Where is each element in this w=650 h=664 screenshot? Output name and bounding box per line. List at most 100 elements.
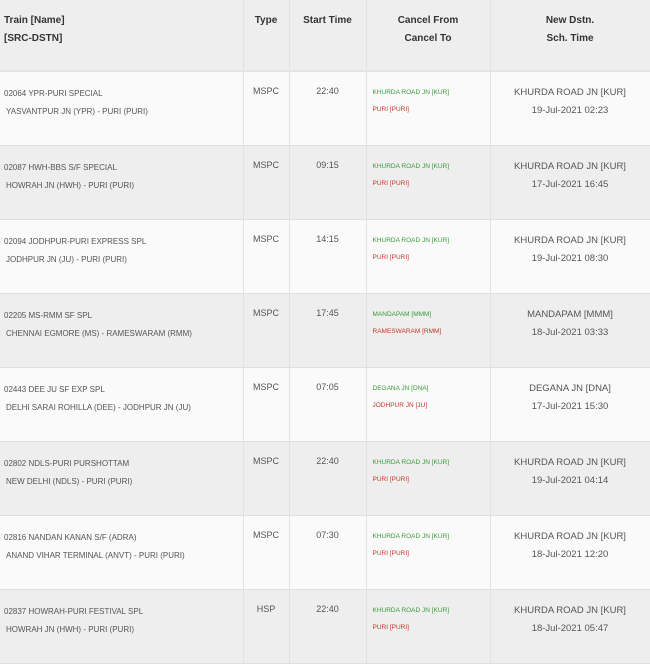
train-cell: 02443 DEE JU SF EXP SPL DELHI SARAI ROHIL… [0,367,244,442]
start-time: 09:15 [289,145,367,220]
header-start-time: Start Time [289,0,367,72]
cancel-to: PURI [PURI] [372,106,409,113]
train-route: YASVANTPUR JN (YPR) - PURI (PURI) [6,107,148,116]
header-sch-time: Sch. Time [546,33,594,44]
train-name: 02064 YPR-PURI SPECIAL [4,89,103,98]
header-train: Train [Name] [SRC-DSTN] [0,0,244,72]
new-destination: KHURDA ROAD JN [KUR] [514,87,626,98]
train-route: JODHPUR JN (JU) - PURI (PURI) [6,255,127,264]
header-cancel-to: Cancel To [404,33,452,44]
train-route: HOWRAH JN (HWH) - PURI (PURI) [6,181,134,190]
scheduled-time: 19-Jul-2021 08:30 [531,253,609,264]
cancel-cell: KHURDA ROAD JN [KUR] PURI [PURI] [366,441,491,516]
cancel-to: PURI [PURI] [372,624,409,631]
scheduled-time: 17-Jul-2021 15:30 [531,401,609,412]
new-destination: MANDAPAM [MMM] [527,309,613,320]
header-train-name: Train [Name] [4,15,65,26]
new-dstn-cell: KHURDA ROAD JN [KUR] 19-Jul-2021 02:23 [490,71,650,146]
train-cell: 02094 JODHPUR-PURI EXPRESS SPL JODHPUR JN… [0,219,244,294]
start-time: 22:40 [289,71,367,146]
cancel-to: JODHPUR JN [JU] [372,402,428,409]
train-name: 02087 HWH-BBS S/F SPECIAL [4,163,117,172]
train-type: MSPC [243,367,290,442]
train-type: MSPC [243,219,290,294]
cancel-from: KHURDA ROAD JN [KUR] [372,237,450,244]
train-cell: 02816 NANDAN KANAN S/F (ADRA) ANAND VIHAR… [0,515,244,590]
start-time: 14:15 [289,219,367,294]
cancel-from: KHURDA ROAD JN [KUR] [372,89,450,96]
new-dstn-cell: KHURDA ROAD JN [KUR] 17-Jul-2021 16:45 [490,145,650,220]
cancel-from: KHURDA ROAD JN [KUR] [372,459,450,466]
train-route: NEW DELHI (NDLS) - PURI (PURI) [6,477,133,486]
new-dstn-cell: KHURDA ROAD JN [KUR] 18-Jul-2021 05:47 [490,589,650,664]
table-row: 02837 HOWRAH-PURI FESTIVAL SPL HOWRAH JN … [0,589,650,664]
header-cancel-from: Cancel From [397,15,459,26]
train-cell: 02802 NDLS-PURI PURSHOTTAM NEW DELHI (NDL… [0,441,244,516]
table-row: 02443 DEE JU SF EXP SPL DELHI SARAI ROHIL… [0,367,650,442]
cancel-to: PURI [PURI] [372,476,409,483]
cancel-cell: DEGANA JN [DNA] JODHPUR JN [JU] [366,367,491,442]
table-row: 02087 HWH-BBS S/F SPECIAL HOWRAH JN (HWH)… [0,145,650,220]
header-src-dstn: [SRC-DSTN] [4,33,63,44]
train-type: MSPC [243,293,290,368]
start-time: 22:40 [289,589,367,664]
new-destination: KHURDA ROAD JN [KUR] [514,161,626,172]
train-name: 02802 NDLS-PURI PURSHOTTAM [4,459,130,468]
cancel-cell: KHURDA ROAD JN [KUR] PURI [PURI] [366,589,491,664]
cancel-from: KHURDA ROAD JN [KUR] [372,607,450,614]
cancel-to: PURI [PURI] [372,550,409,557]
train-name: 02816 NANDAN KANAN S/F (ADRA) [4,533,137,542]
train-route: HOWRAH JN (HWH) - PURI (PURI) [6,625,134,634]
new-destination: KHURDA ROAD JN [KUR] [514,457,626,468]
cancel-from: KHURDA ROAD JN [KUR] [372,533,450,540]
new-destination: DEGANA JN [DNA] [529,383,611,394]
new-destination: KHURDA ROAD JN [KUR] [514,235,626,246]
scheduled-time: 19-Jul-2021 04:14 [531,475,609,486]
table-row: 02094 JODHPUR-PURI EXPRESS SPL JODHPUR JN… [0,219,650,294]
cancel-cell: MANDAPAM [MMM] RAMESWARAM [RMM] [366,293,491,368]
cancel-cell: KHURDA ROAD JN [KUR] PURI [PURI] [366,145,491,220]
header-cancel: Cancel From Cancel To [366,0,491,72]
new-dstn-cell: KHURDA ROAD JN [KUR] 19-Jul-2021 08:30 [490,219,650,294]
start-time: 07:30 [289,515,367,590]
table-row: 02802 NDLS-PURI PURSHOTTAM NEW DELHI (NDL… [0,441,650,516]
table-row: 02816 NANDAN KANAN S/F (ADRA) ANAND VIHAR… [0,515,650,590]
new-dstn-cell: MANDAPAM [MMM] 18-Jul-2021 03:33 [490,293,650,368]
scheduled-time: 19-Jul-2021 02:23 [531,105,609,116]
train-route: CHENNAI EGMORE (MS) - RAMESWARAM (RMM) [6,329,192,338]
new-dstn-cell: DEGANA JN [DNA] 17-Jul-2021 15:30 [490,367,650,442]
header-new-dstn-label: New Dstn. [545,15,595,26]
start-time: 22:40 [289,441,367,516]
train-route: ANAND VIHAR TERMINAL (ANVT) - PURI (PURI… [6,551,185,560]
header-type: Type [243,0,290,72]
cancel-to: RAMESWARAM [RMM] [372,328,442,335]
train-cell: 02087 HWH-BBS S/F SPECIAL HOWRAH JN (HWH)… [0,145,244,220]
train-name: 02094 JODHPUR-PURI EXPRESS SPL [4,237,147,246]
train-name: 02443 DEE JU SF EXP SPL [4,385,105,394]
train-type: MSPC [243,441,290,516]
scheduled-time: 18-Jul-2021 05:47 [531,623,609,634]
train-cell: 02205 MS-RMM SF SPL CHENNAI EGMORE (MS) -… [0,293,244,368]
train-name: 02837 HOWRAH-PURI FESTIVAL SPL [4,607,144,616]
start-time: 17:45 [289,293,367,368]
train-cell: 02837 HOWRAH-PURI FESTIVAL SPL HOWRAH JN … [0,589,244,664]
new-destination: KHURDA ROAD JN [KUR] [514,605,626,616]
cancel-from: MANDAPAM [MMM] [372,311,432,318]
train-type: HSP [243,589,290,664]
scheduled-time: 18-Jul-2021 03:33 [531,327,609,338]
header-new-dstn: New Dstn. Sch. Time [490,0,650,72]
cancel-from: DEGANA JN [DNA] [372,385,429,392]
scheduled-time: 18-Jul-2021 12:20 [531,549,609,560]
train-route: DELHI SARAI ROHILLA (DEE) - JODHPUR JN (… [6,403,191,412]
train-cell: 02064 YPR-PURI SPECIAL YASVANTPUR JN (YPR… [0,71,244,146]
start-time: 07:05 [289,367,367,442]
train-type: MSPC [243,145,290,220]
new-dstn-cell: KHURDA ROAD JN [KUR] 18-Jul-2021 12:20 [490,515,650,590]
cancel-cell: KHURDA ROAD JN [KUR] PURI [PURI] [366,515,491,590]
cancel-cell: KHURDA ROAD JN [KUR] PURI [PURI] [366,71,491,146]
cancel-from: KHURDA ROAD JN [KUR] [372,163,450,170]
cancel-to: PURI [PURI] [372,180,409,187]
table-row: 02205 MS-RMM SF SPL CHENNAI EGMORE (MS) -… [0,293,650,368]
cancel-cell: KHURDA ROAD JN [KUR] PURI [PURI] [366,219,491,294]
